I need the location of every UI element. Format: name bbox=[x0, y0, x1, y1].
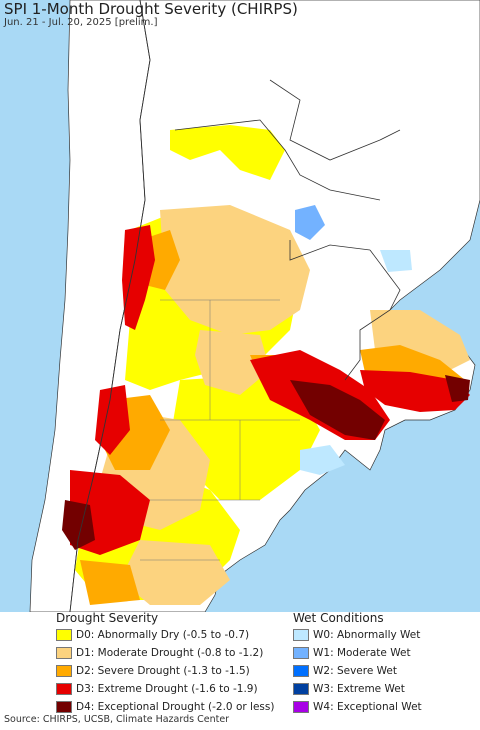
legend-item-w2: W2: Severe Wet bbox=[293, 662, 422, 680]
legend-item-w3: W3: Extreme Wet bbox=[293, 680, 422, 698]
legend-swatch-d1 bbox=[56, 647, 72, 659]
map-title: SPI 1-Month Drought Severity (CHIRPS) bbox=[4, 0, 298, 18]
legend-swatch-w4 bbox=[293, 701, 309, 713]
w0-area-2 bbox=[380, 250, 412, 272]
legend-label-d2: D2: Severe Drought (-1.3 to -1.5) bbox=[76, 665, 250, 677]
w1-area-1 bbox=[295, 205, 325, 240]
d4-area-patagonia bbox=[62, 500, 95, 550]
legend-label-w2: W2: Severe Wet bbox=[313, 665, 397, 677]
d3-area-uruguay bbox=[360, 370, 470, 412]
border-line bbox=[69, 0, 151, 612]
d3-area-andes bbox=[122, 225, 155, 330]
legend-swatch-d2 bbox=[56, 665, 72, 677]
d3-area-west-mid bbox=[95, 385, 130, 455]
legend-item-d1: D1: Moderate Drought (-0.8 to -1.2) bbox=[56, 644, 274, 662]
legend-item-d0: D0: Abnormally Dry (-0.5 to -0.7) bbox=[56, 626, 274, 644]
border-line bbox=[269, 79, 401, 161]
legend-item-d3: D3: Extreme Drought (-1.6 to -1.9) bbox=[56, 680, 274, 698]
source-credit: Source: CHIRPS, UCSB, Climate Hazards Ce… bbox=[4, 714, 230, 725]
d4-area-pampas bbox=[290, 380, 385, 440]
drought-legend: Drought Severity D0: Abnormally Dry (-0.… bbox=[56, 610, 274, 716]
province-lines bbox=[140, 299, 300, 561]
d0-area-north bbox=[170, 125, 285, 180]
legend-label-d0: D0: Abnormally Dry (-0.5 to -0.7) bbox=[76, 629, 250, 641]
legend-swatch-d3 bbox=[56, 683, 72, 695]
legend-label-w4: W4: Exceptional Wet bbox=[313, 701, 422, 713]
legend-swatch-w0 bbox=[293, 629, 309, 641]
legend-swatch-w1 bbox=[293, 647, 309, 659]
legend-swatch-w2 bbox=[293, 665, 309, 677]
legend-label-w3: W3: Extreme Wet bbox=[313, 683, 405, 695]
border-line bbox=[174, 119, 381, 201]
border-line bbox=[344, 249, 401, 381]
legend-item-d2: D2: Severe Drought (-1.3 to -1.5) bbox=[56, 662, 274, 680]
d2-area-5 bbox=[80, 560, 140, 605]
d1-area-1 bbox=[160, 205, 310, 335]
w0-area-1 bbox=[300, 445, 345, 475]
wet-legend: Wet Conditions W0: Abnormally Wet W1: Mo… bbox=[293, 610, 422, 716]
legend-swatch-d4 bbox=[56, 701, 72, 713]
legend-item-w1: W1: Moderate Wet bbox=[293, 644, 422, 662]
map-subtitle: Jun. 21 - Jul. 20, 2025 [prelim.] bbox=[4, 17, 158, 28]
drought-legend-title: Drought Severity bbox=[56, 611, 159, 625]
wet-legend-title: Wet Conditions bbox=[293, 611, 384, 625]
border-line bbox=[289, 240, 371, 261]
legend-label-d1: D1: Moderate Drought (-0.8 to -1.2) bbox=[76, 647, 264, 659]
legend-label-w1: W1: Moderate Wet bbox=[313, 647, 411, 659]
legend-item-w4: W4: Exceptional Wet bbox=[293, 698, 422, 716]
legend-item-w0: W0: Abnormally Wet bbox=[293, 626, 422, 644]
drought-map bbox=[0, 0, 480, 612]
legend-swatch-d0 bbox=[56, 629, 72, 641]
legend-swatch-w3 bbox=[293, 683, 309, 695]
legend-label-d4: D4: Exceptional Drought (-2.0 or less) bbox=[76, 701, 275, 713]
d1-area-5 bbox=[120, 540, 230, 605]
d1-area-4 bbox=[195, 330, 270, 395]
d4-area-uruguay bbox=[445, 375, 470, 402]
legend-label-w0: W0: Abnormally Wet bbox=[313, 629, 421, 641]
legend-item-d4: D4: Exceptional Drought (-2.0 or less) bbox=[56, 698, 274, 716]
legend-label-d3: D3: Extreme Drought (-1.6 to -1.9) bbox=[76, 683, 258, 695]
